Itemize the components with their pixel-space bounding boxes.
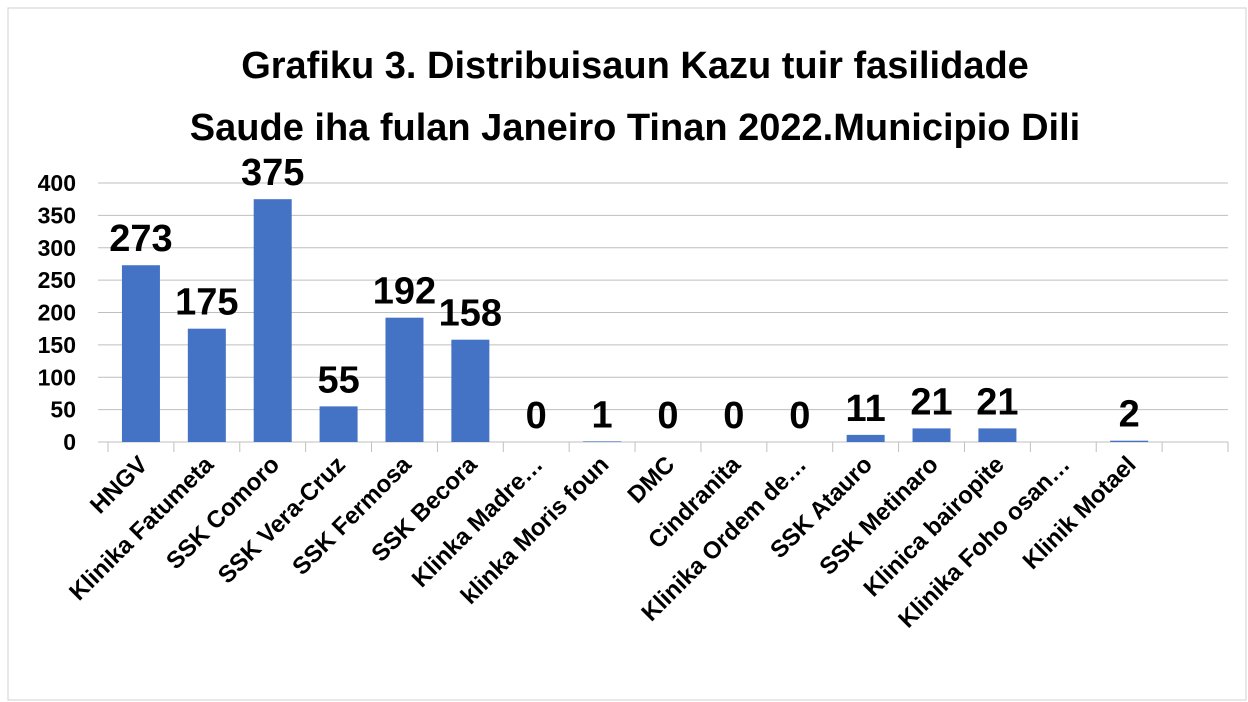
data-label: 175 xyxy=(175,282,238,324)
data-label: 21 xyxy=(910,381,952,423)
bar xyxy=(1110,440,1149,442)
bar xyxy=(978,428,1017,442)
bar xyxy=(846,434,885,442)
data-label: 1 xyxy=(592,394,613,436)
y-tick-label: 150 xyxy=(38,332,76,358)
chart-title: Grafiku 3. Distribuisaun Kazu tuir fasil… xyxy=(241,45,1029,87)
y-tick-label: 50 xyxy=(50,397,76,423)
data-label: 11 xyxy=(846,388,886,430)
bar xyxy=(121,265,160,442)
y-tick-label: 400 xyxy=(38,170,76,196)
data-label: 273 xyxy=(109,218,172,260)
data-label: 375 xyxy=(241,152,304,194)
y-tick-label: 200 xyxy=(38,300,76,326)
data-label: 0 xyxy=(657,395,678,437)
data-label: 55 xyxy=(317,359,359,401)
bar xyxy=(451,339,490,442)
y-tick-label: 250 xyxy=(38,267,76,293)
bar xyxy=(912,428,951,442)
bar xyxy=(319,406,358,442)
data-label: 192 xyxy=(373,271,436,313)
chart-title: Saude iha fulan Janeiro Tinan 2022.Munic… xyxy=(190,107,1080,149)
data-label: 2 xyxy=(1119,394,1140,436)
y-tick-label: 300 xyxy=(38,235,76,261)
data-label: 0 xyxy=(723,395,744,437)
data-label: 21 xyxy=(976,381,1018,423)
data-label: 158 xyxy=(439,293,502,335)
data-label: 0 xyxy=(526,395,547,437)
bar xyxy=(583,441,622,442)
bar xyxy=(187,328,226,442)
y-tick-label: 0 xyxy=(63,429,76,455)
bar xyxy=(253,199,292,442)
data-label: 0 xyxy=(789,395,810,437)
y-tick-label: 100 xyxy=(38,364,76,390)
bar xyxy=(385,317,424,442)
y-tick-label: 350 xyxy=(38,202,76,228)
